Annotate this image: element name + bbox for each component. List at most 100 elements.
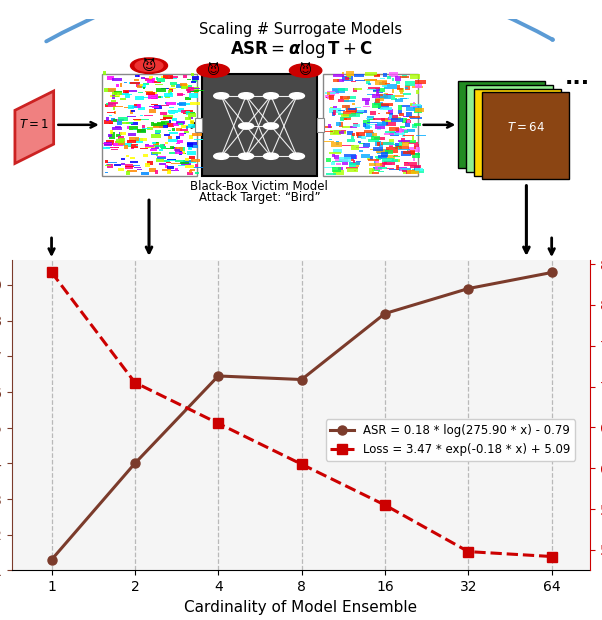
FancyBboxPatch shape xyxy=(414,108,422,113)
FancyBboxPatch shape xyxy=(172,128,175,131)
FancyBboxPatch shape xyxy=(136,144,138,146)
FancyBboxPatch shape xyxy=(365,125,370,129)
FancyBboxPatch shape xyxy=(161,122,169,125)
FancyBboxPatch shape xyxy=(330,107,335,108)
FancyBboxPatch shape xyxy=(340,117,352,118)
FancyBboxPatch shape xyxy=(187,111,190,115)
FancyBboxPatch shape xyxy=(151,146,159,149)
FancyBboxPatch shape xyxy=(166,141,167,144)
FancyBboxPatch shape xyxy=(149,76,153,79)
FancyBboxPatch shape xyxy=(376,74,380,76)
FancyBboxPatch shape xyxy=(400,146,409,149)
FancyBboxPatch shape xyxy=(408,170,419,174)
FancyBboxPatch shape xyxy=(354,88,362,91)
Circle shape xyxy=(238,153,253,159)
FancyBboxPatch shape xyxy=(147,161,153,165)
FancyBboxPatch shape xyxy=(329,152,341,154)
FancyBboxPatch shape xyxy=(193,167,203,168)
FancyBboxPatch shape xyxy=(143,97,150,99)
FancyBboxPatch shape xyxy=(163,117,172,119)
FancyBboxPatch shape xyxy=(346,167,358,169)
FancyBboxPatch shape xyxy=(127,141,136,143)
FancyBboxPatch shape xyxy=(347,168,358,172)
FancyBboxPatch shape xyxy=(107,164,113,166)
FancyBboxPatch shape xyxy=(347,131,353,135)
FancyBboxPatch shape xyxy=(169,170,171,173)
FancyBboxPatch shape xyxy=(398,140,410,143)
FancyBboxPatch shape xyxy=(327,91,335,96)
FancyBboxPatch shape xyxy=(165,165,169,168)
FancyBboxPatch shape xyxy=(112,96,119,97)
FancyBboxPatch shape xyxy=(383,108,392,110)
FancyBboxPatch shape xyxy=(385,94,393,95)
FancyBboxPatch shape xyxy=(154,124,163,128)
FancyBboxPatch shape xyxy=(378,113,380,114)
FancyBboxPatch shape xyxy=(339,157,351,162)
FancyBboxPatch shape xyxy=(388,115,398,119)
FancyBboxPatch shape xyxy=(128,146,131,148)
FancyBboxPatch shape xyxy=(109,147,119,148)
FancyBboxPatch shape xyxy=(112,127,122,130)
FancyBboxPatch shape xyxy=(151,122,154,126)
FancyBboxPatch shape xyxy=(415,90,419,94)
FancyBboxPatch shape xyxy=(388,110,393,113)
FancyBboxPatch shape xyxy=(340,118,344,121)
FancyBboxPatch shape xyxy=(412,104,421,107)
FancyBboxPatch shape xyxy=(406,171,411,174)
FancyBboxPatch shape xyxy=(367,122,377,123)
FancyBboxPatch shape xyxy=(172,147,176,149)
FancyBboxPatch shape xyxy=(414,146,417,149)
FancyBboxPatch shape xyxy=(178,108,184,112)
FancyBboxPatch shape xyxy=(404,162,408,163)
FancyBboxPatch shape xyxy=(141,130,146,132)
FancyBboxPatch shape xyxy=(185,166,194,167)
FancyBboxPatch shape xyxy=(191,81,196,83)
FancyBboxPatch shape xyxy=(379,96,386,98)
FancyBboxPatch shape xyxy=(401,138,405,143)
FancyBboxPatch shape xyxy=(184,131,189,133)
FancyBboxPatch shape xyxy=(340,97,350,99)
FancyBboxPatch shape xyxy=(407,150,409,154)
FancyBboxPatch shape xyxy=(106,147,113,148)
FancyBboxPatch shape xyxy=(343,111,356,115)
FancyBboxPatch shape xyxy=(152,105,159,108)
FancyBboxPatch shape xyxy=(385,131,396,133)
FancyBboxPatch shape xyxy=(369,172,373,174)
FancyBboxPatch shape xyxy=(110,94,120,97)
FancyBboxPatch shape xyxy=(377,92,383,94)
FancyBboxPatch shape xyxy=(104,71,105,75)
FancyBboxPatch shape xyxy=(403,140,416,143)
FancyBboxPatch shape xyxy=(411,153,420,155)
FancyBboxPatch shape xyxy=(397,167,407,168)
FancyBboxPatch shape xyxy=(162,88,165,89)
FancyBboxPatch shape xyxy=(179,102,185,107)
FancyBboxPatch shape xyxy=(169,107,174,108)
Circle shape xyxy=(131,58,167,73)
FancyBboxPatch shape xyxy=(352,103,355,105)
FancyBboxPatch shape xyxy=(361,136,366,140)
FancyArrowPatch shape xyxy=(46,0,553,42)
FancyBboxPatch shape xyxy=(123,145,128,149)
FancyBboxPatch shape xyxy=(409,117,421,118)
FancyBboxPatch shape xyxy=(183,160,189,162)
FancyBboxPatch shape xyxy=(338,99,344,102)
FancyBboxPatch shape xyxy=(412,136,414,141)
FancyBboxPatch shape xyxy=(188,148,190,149)
FancyBboxPatch shape xyxy=(406,122,411,123)
FancyBboxPatch shape xyxy=(405,86,410,91)
FancyBboxPatch shape xyxy=(105,172,108,173)
FancyBboxPatch shape xyxy=(413,105,422,109)
FancyBboxPatch shape xyxy=(105,160,108,162)
FancyBboxPatch shape xyxy=(178,123,184,125)
FancyBboxPatch shape xyxy=(336,162,341,166)
FancyBboxPatch shape xyxy=(132,165,140,166)
FancyBboxPatch shape xyxy=(159,163,166,165)
FancyBboxPatch shape xyxy=(144,78,147,79)
FancyBboxPatch shape xyxy=(375,159,379,162)
FancyBboxPatch shape xyxy=(114,164,122,166)
FancyBboxPatch shape xyxy=(376,98,383,100)
FancyBboxPatch shape xyxy=(382,83,388,87)
FancyBboxPatch shape xyxy=(324,95,334,98)
FancyBboxPatch shape xyxy=(342,161,349,165)
FancyBboxPatch shape xyxy=(395,98,397,100)
